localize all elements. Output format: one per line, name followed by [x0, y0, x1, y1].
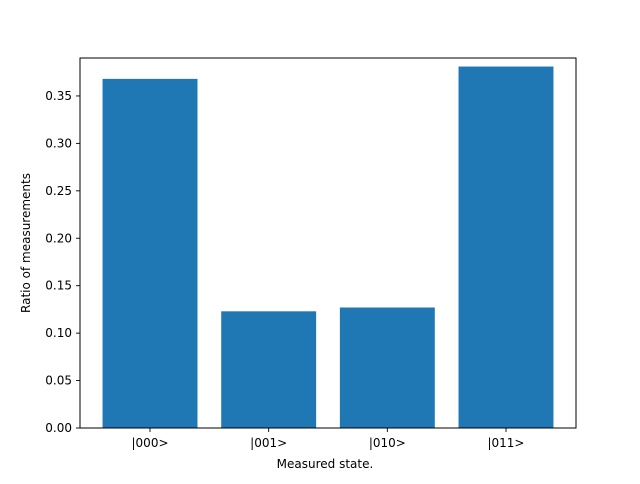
- x-tick-label: |011>: [487, 436, 524, 450]
- y-tick-label: 0.00: [45, 421, 72, 435]
- bar-2: [339, 307, 435, 428]
- y-tick-label: 0.30: [45, 136, 72, 150]
- y-tick-label: 0.10: [45, 326, 72, 340]
- axes-frame: [79, 57, 577, 429]
- y-axis-label: Ratio of measurements: [19, 173, 33, 313]
- x-axis-label: Measured state.: [277, 457, 374, 471]
- bar-0: [102, 78, 198, 429]
- y-tick-label: 0.35: [45, 89, 72, 103]
- bars-group: [102, 66, 554, 429]
- bar-1: [221, 311, 317, 428]
- y-tick-label: 0.15: [45, 279, 72, 293]
- x-axis-ticks: |000> |001> |010> |011>: [132, 428, 524, 450]
- y-tick-label: 0.20: [45, 231, 72, 245]
- y-tick-label: 0.05: [45, 374, 72, 388]
- axes-spines: [79, 57, 577, 429]
- bar-3: [458, 66, 554, 428]
- x-tick-label: |001>: [250, 436, 287, 450]
- x-tick-label: |000>: [132, 436, 169, 450]
- y-axis-ticks: 0.00 0.05 0.10 0.15 0.20 0.25 0.30 0.35: [45, 89, 80, 435]
- y-tick-label: 0.25: [45, 184, 72, 198]
- x-tick-label: |010>: [369, 436, 406, 450]
